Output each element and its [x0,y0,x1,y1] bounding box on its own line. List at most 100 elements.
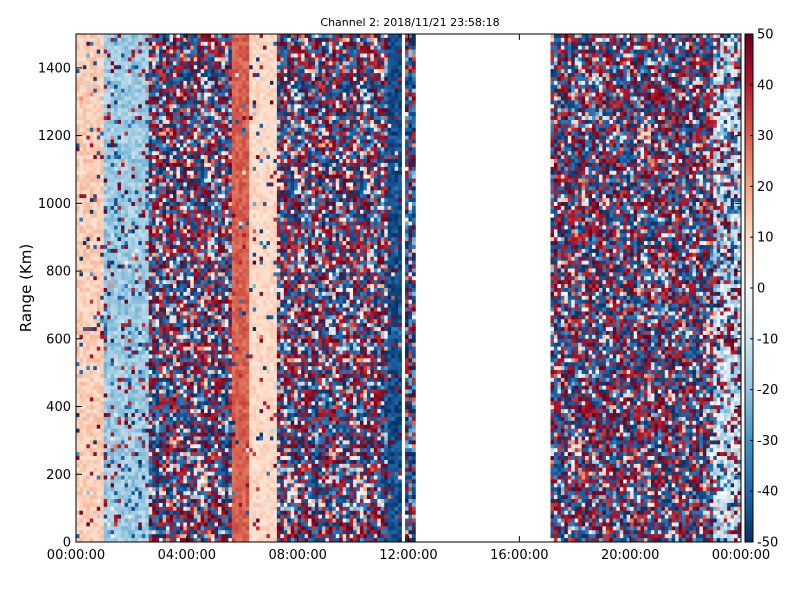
heatmap-cell [76,170,80,176]
heatmap-cell [200,416,205,422]
heatmap-cell [86,49,91,54]
heatmap-cell [155,409,160,414]
heatmap-cell [138,534,143,539]
heatmap-cell [169,166,174,172]
heatmap-cell [107,57,111,62]
heatmap-cell [82,116,87,121]
heatmap-cell [131,190,136,195]
heatmap-cell [131,288,136,293]
heatmap-cell [100,377,105,383]
heatmap-cell [138,209,143,215]
heatmap-cell [155,522,160,527]
heatmap-cell [103,393,108,398]
heatmap-cell [186,299,191,304]
heatmap-cell [197,428,202,433]
heatmap-cell [82,338,87,344]
heatmap-cell [79,96,84,101]
heatmap-cell [169,346,174,351]
heatmap-cell [166,291,170,297]
heatmap-cell [152,491,157,496]
heatmap-cell [176,311,181,316]
heatmap-cell [162,534,167,539]
heatmap-cell [166,475,170,480]
heatmap-cell [197,205,202,211]
heatmap-cell [93,475,98,480]
heatmap-cell [93,530,98,535]
heatmap-cell [159,362,163,367]
heatmap-cell [127,73,132,78]
heatmap-cell [190,299,195,304]
heatmap-cell [110,436,115,441]
heatmap-cell [138,381,143,387]
heatmap-cell [145,385,150,390]
heatmap-cell [96,510,101,515]
heatmap-cell [159,112,163,117]
heatmap-cell [134,370,139,375]
heatmap-cell [114,377,118,383]
heatmap-cell [82,495,87,500]
heatmap-cell [155,397,160,402]
heatmap-cell [169,49,174,54]
heatmap-cell [141,389,146,394]
heatmap-cell [162,538,167,543]
heatmap-cell [162,268,167,273]
heatmap-cell [141,162,146,168]
heatmap-cell [127,268,132,273]
heatmap-cell [93,112,98,117]
heatmap-cell [145,440,150,445]
heatmap-cell [169,526,174,531]
heatmap-cell [124,135,129,140]
heatmap-cell [148,37,153,43]
heatmap-cell [162,248,167,254]
heatmap-cell [103,389,108,394]
heatmap-cell [141,108,146,113]
heatmap-cell [193,327,198,332]
heatmap-cell [117,436,122,441]
heatmap-cell [186,346,191,351]
heatmap-cell [124,49,129,54]
heatmap-cell [93,397,98,402]
heatmap-cell [110,311,115,316]
heatmap-cell [110,502,115,508]
heatmap-cell [152,518,157,523]
heatmap-cell [162,342,167,347]
heatmap-cell [121,424,125,430]
heatmap-cell [172,534,177,539]
heatmap-cell [159,354,163,359]
heatmap-cell [197,413,202,418]
heatmap-cell [176,295,181,301]
heatmap-cell [117,135,122,140]
heatmap-cell [159,57,163,62]
heatmap-cell [176,358,181,363]
heatmap-cell [79,241,84,246]
heatmap-cell [86,409,91,414]
heatmap-cell [141,264,146,269]
heatmap-cell [155,151,160,156]
heatmap-cell [179,334,184,340]
heatmap-cell [86,57,91,62]
heatmap-cell [96,119,101,125]
heatmap-cell [114,135,118,140]
heatmap-cell [110,264,115,269]
heatmap-cell [172,202,177,207]
heatmap-cell [152,221,157,226]
heatmap-cell [186,73,191,78]
heatmap-cell [121,405,125,410]
heatmap-cell [96,135,101,140]
heatmap-cell [76,307,80,312]
heatmap-cell [100,233,105,238]
heatmap-cell [166,280,170,285]
heatmap-cell [200,190,205,195]
heatmap-cell [134,65,139,70]
heatmap-cell [103,45,108,50]
heatmap-cell [183,112,188,117]
heatmap-cell [159,373,163,379]
heatmap-cell [124,69,129,74]
heatmap-cell [89,370,94,375]
heatmap-cell [96,194,101,199]
heatmap-cell [169,256,174,261]
heatmap-cell [155,96,160,101]
heatmap-cell [148,428,153,433]
heatmap-cell [79,330,84,336]
heatmap-cell [138,295,143,301]
